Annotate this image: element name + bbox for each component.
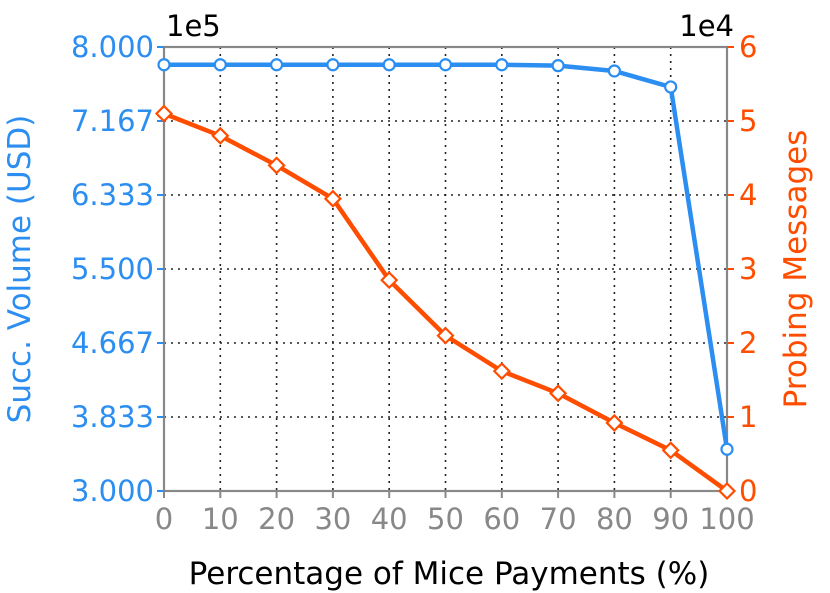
x-tick-label: 80: [596, 502, 633, 536]
series-right-point: [492, 362, 511, 381]
x-tick-label: 70: [540, 502, 577, 536]
right-axis-multiplier: 1e4: [679, 9, 734, 43]
x-tick-label: 60: [483, 502, 520, 536]
x-tick-label: 100: [699, 502, 754, 536]
series-left-point: [551, 59, 565, 73]
left-axis-ticks: 3.000 3.833 4.667 5.500 6.333 7.167 8.000: [71, 30, 164, 508]
right-axis-ticks: 0 1 2 3 4 5 6: [727, 30, 757, 508]
series-left-point: [664, 80, 678, 94]
left-axis-multiplier: 1e5: [166, 9, 221, 43]
left-tick-label: 7.167: [71, 104, 154, 138]
left-tick-label: 4.667: [71, 326, 154, 360]
series-group: [154, 58, 737, 501]
left-axis-title: Succ. Volume (USD): [2, 115, 38, 424]
x-tick-label: 20: [258, 502, 295, 536]
left-tick-label: 3.833: [71, 400, 154, 434]
series-left-point: [270, 58, 284, 72]
right-tick-label: 4: [739, 178, 757, 212]
series-right-point: [211, 126, 230, 145]
series-right-point: [661, 441, 680, 460]
left-tick-label: 3.000: [71, 474, 154, 508]
right-tick-label: 1: [739, 400, 757, 434]
x-tick-label: 0: [155, 502, 173, 536]
right-tick-label: 6: [739, 30, 757, 64]
series-right-point: [717, 481, 737, 501]
x-tick-label: 10: [202, 502, 239, 536]
series-left-point: [213, 58, 227, 72]
right-tick-label: 0: [739, 474, 757, 508]
series-right-point: [549, 384, 568, 403]
right-tick-label: 2: [739, 326, 757, 360]
right-axis-title: Probing Messages: [778, 130, 814, 409]
series-left-point: [495, 58, 509, 72]
left-tick-label: 8.000: [71, 30, 154, 64]
x-tick-label: 40: [371, 502, 408, 536]
series-left-point: [326, 58, 340, 72]
right-tick-label: 3: [739, 252, 757, 286]
series-right-point: [323, 189, 342, 208]
x-axis-ticks: 0 10 20 30 40 50 60 70 80 90 100: [155, 491, 755, 536]
series-right-point: [380, 271, 399, 290]
right-tick-label: 5: [739, 104, 757, 138]
gridlines: [164, 47, 727, 491]
series-right-point: [267, 156, 286, 175]
left-tick-label: 6.333: [71, 178, 154, 212]
series-right-point: [154, 104, 174, 123]
series-left-point: [382, 58, 396, 72]
series-right-point: [605, 413, 624, 432]
series-right-line: [161, 111, 730, 494]
left-tick-label: 5.500: [71, 252, 154, 286]
x-tick-label: 90: [652, 502, 689, 536]
series-left-point: [720, 442, 734, 456]
x-tick-label: 50: [427, 502, 464, 536]
series-right-point: [436, 326, 455, 345]
series-left-point: [157, 58, 171, 72]
x-axis-title: Percentage of Mice Payments (%): [189, 556, 710, 592]
series-left-point: [438, 58, 453, 72]
series-left-point: [607, 64, 622, 78]
x-tick-label: 30: [314, 502, 351, 536]
